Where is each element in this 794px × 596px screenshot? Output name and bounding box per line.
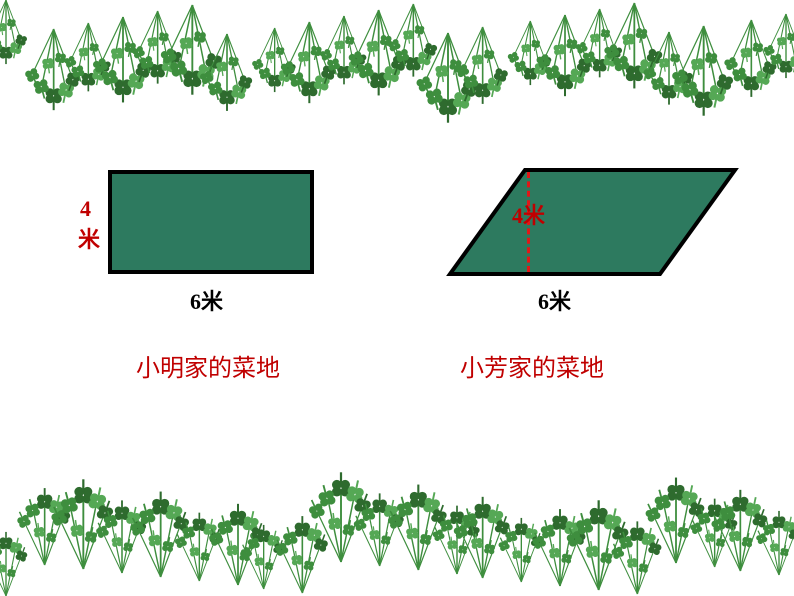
parallelogram-plot [0, 0, 794, 596]
para-height-label: 4米 [512, 198, 545, 230]
para-caption: 小芳家的菜地 [460, 348, 604, 383]
diagram-content: 4 米 6米 小明家的菜地 4米 6米 小芳家的菜地 [0, 0, 794, 596]
para-base-label: 6米 [538, 284, 571, 316]
